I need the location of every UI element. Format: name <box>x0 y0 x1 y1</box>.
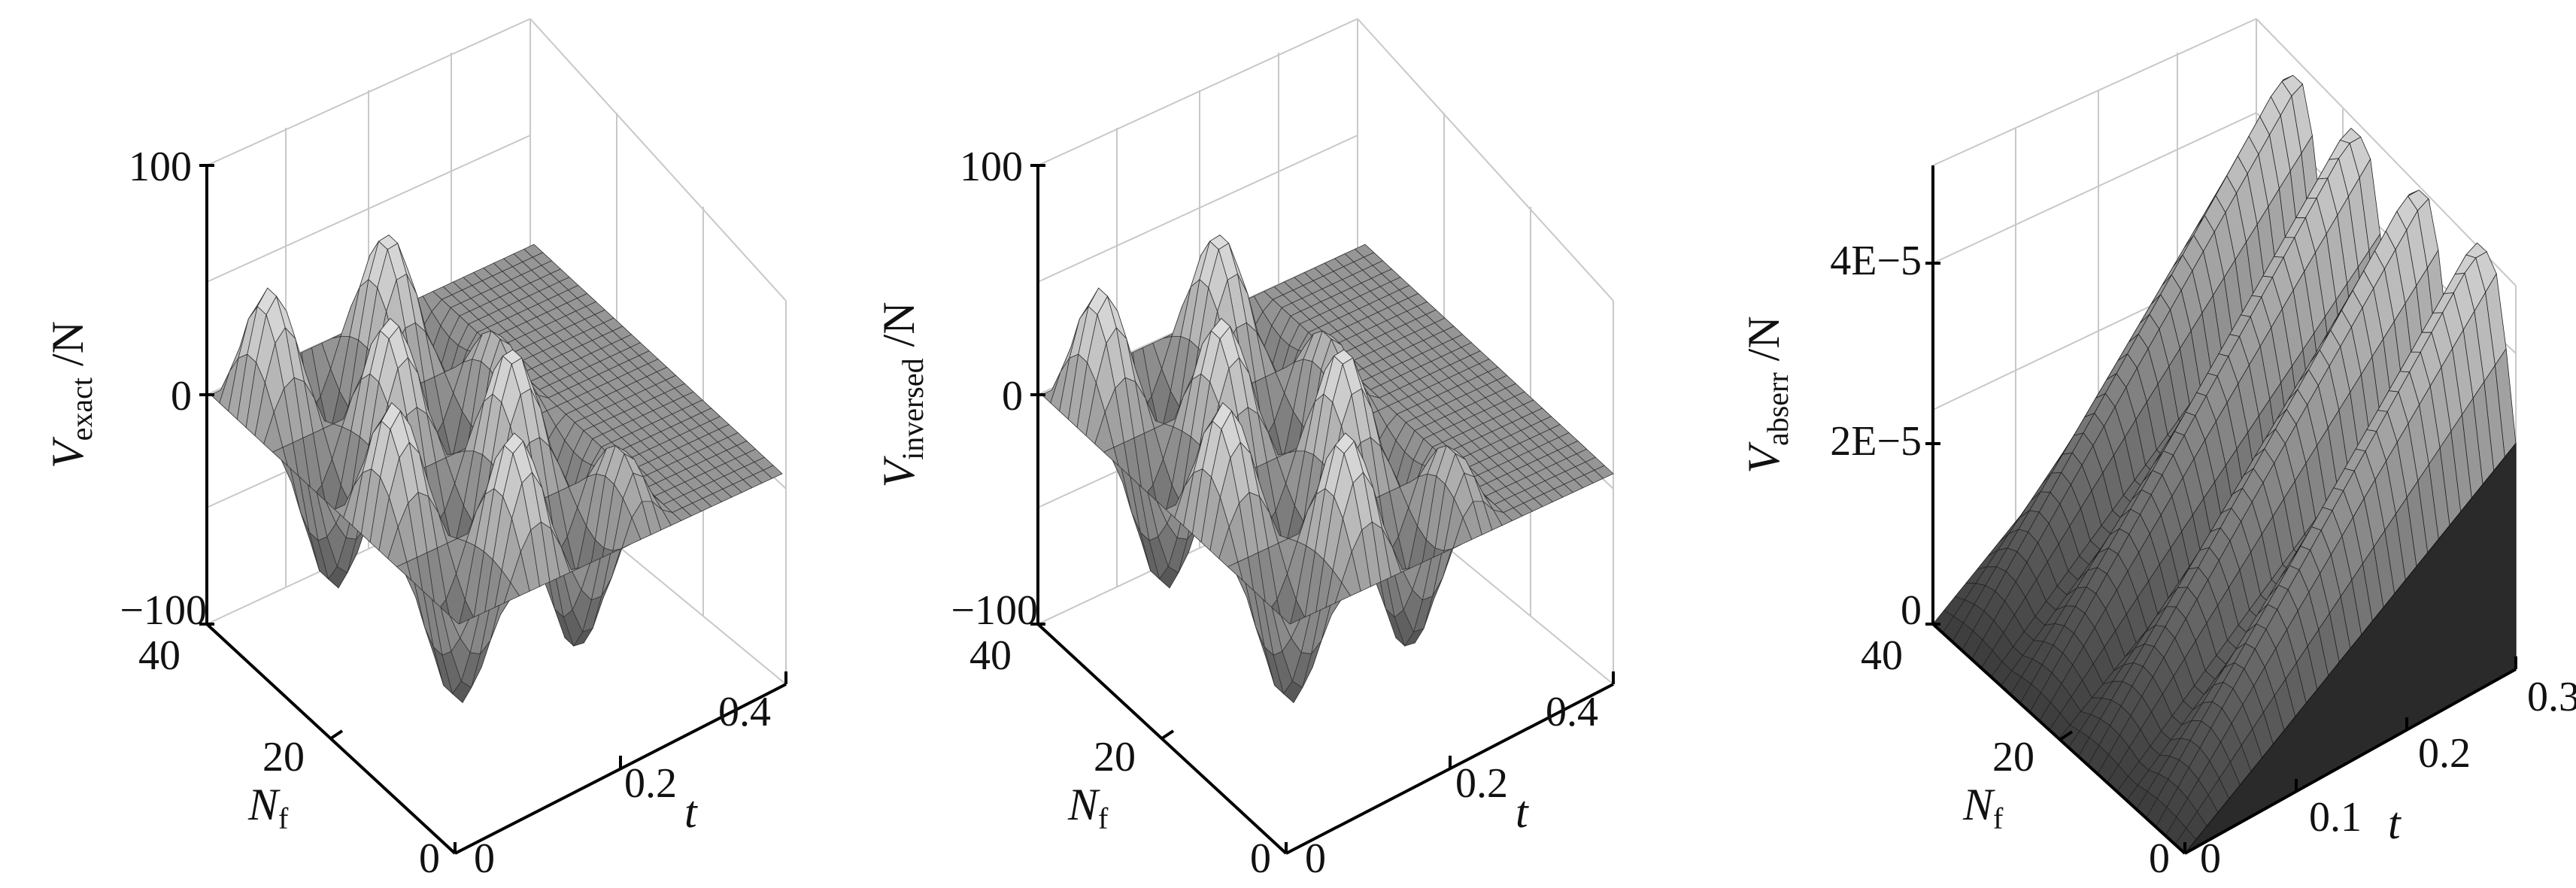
surface-plot-inversed: 100 0 −100 40 20 0 0 0.2 0.4 Vinversed /… <box>874 18 1615 882</box>
x-tick-label: 0.4 <box>718 689 771 735</box>
x-tick-label: 0 <box>474 835 495 882</box>
surface-plot-exact: 100 0 −100 40 20 0 0 0.2 0.4 Vexact /N N… <box>43 18 787 882</box>
x-tick-label: 0.1 <box>2309 794 2362 841</box>
axis-lines <box>1925 165 2517 855</box>
y-tick-label: 40 <box>138 632 181 679</box>
y-tick-label: 0 <box>1250 835 1271 882</box>
x-tick-labels: 0 0.2 0.4 <box>1305 689 1598 882</box>
z-axis-label: Vabserr /N <box>1739 316 1795 473</box>
axis-lines <box>199 164 787 855</box>
x-tick-labels: 0 0.1 0.2 0.3 <box>2200 674 2576 882</box>
y-tick-label: 40 <box>1861 632 1903 679</box>
surface <box>1041 234 1614 704</box>
y-tick-labels: 40 20 0 <box>138 632 440 882</box>
z-tick-label: 0 <box>171 373 192 420</box>
surface <box>1932 74 2517 854</box>
z-tick-label: 4E−5 <box>1830 238 1922 284</box>
y-axis-label: Nf <box>1067 780 1109 835</box>
y-tick-label: 20 <box>1094 734 1136 780</box>
z-tick-label: −100 <box>120 587 207 634</box>
z-tick-label: 100 <box>960 144 1023 190</box>
y-tick-label: 40 <box>969 632 1012 679</box>
z-tick-label: 100 <box>129 144 192 190</box>
y-tick-label: 20 <box>1992 734 2034 780</box>
z-tick-label: 2E−5 <box>1830 418 1922 465</box>
x-tick-labels: 0 0.2 0.4 <box>474 689 771 882</box>
z-tick-label: 0 <box>1002 373 1023 420</box>
surface-facet <box>1280 615 1301 639</box>
x-tick-label: 0 <box>2200 835 2221 882</box>
y-axis-label: Nf <box>1962 780 2004 835</box>
z-axis-label: Vexact /N <box>43 321 99 468</box>
x-tick-label: 0.2 <box>624 760 677 807</box>
x-tick-label: 0.3 <box>2527 674 2576 720</box>
z-tick-labels: 100 0 −100 <box>120 144 207 634</box>
y-tick-labels: 40 20 0 <box>1861 632 2170 882</box>
surface-plot-abserr: 4E−5 2E−5 0 40 20 0 0 0.1 0.2 0.3 Vabser… <box>1739 18 2576 882</box>
x-axis-label: t <box>684 787 698 837</box>
y-tick-label: 0 <box>2149 835 2170 882</box>
x-tick-label: 0.2 <box>2418 730 2471 777</box>
surface-front-wall <box>2184 442 2517 854</box>
z-axis-label: Vinversed /N <box>874 302 930 487</box>
x-tick-label: 0 <box>1305 835 1326 882</box>
y-axis-label: Nf <box>247 780 289 835</box>
y-tick-label: 0 <box>419 835 440 882</box>
x-tick-label: 0.2 <box>1455 760 1508 807</box>
x-axis-label: t <box>1516 787 1529 837</box>
z-tick-label: −100 <box>951 587 1038 634</box>
surface-facet <box>449 615 470 639</box>
y-tick-labels: 40 20 0 <box>969 632 1271 882</box>
axis-lines <box>1030 164 1615 855</box>
x-tick-label: 0.4 <box>1546 689 1598 735</box>
x-axis-label: t <box>2388 799 2402 848</box>
surface <box>210 234 783 704</box>
z-tick-labels: 4E−5 2E−5 0 <box>1830 238 1922 634</box>
y-tick-label: 20 <box>262 734 305 780</box>
z-tick-labels: 100 0 −100 <box>951 144 1038 634</box>
z-tick-label: 0 <box>1901 587 1922 634</box>
